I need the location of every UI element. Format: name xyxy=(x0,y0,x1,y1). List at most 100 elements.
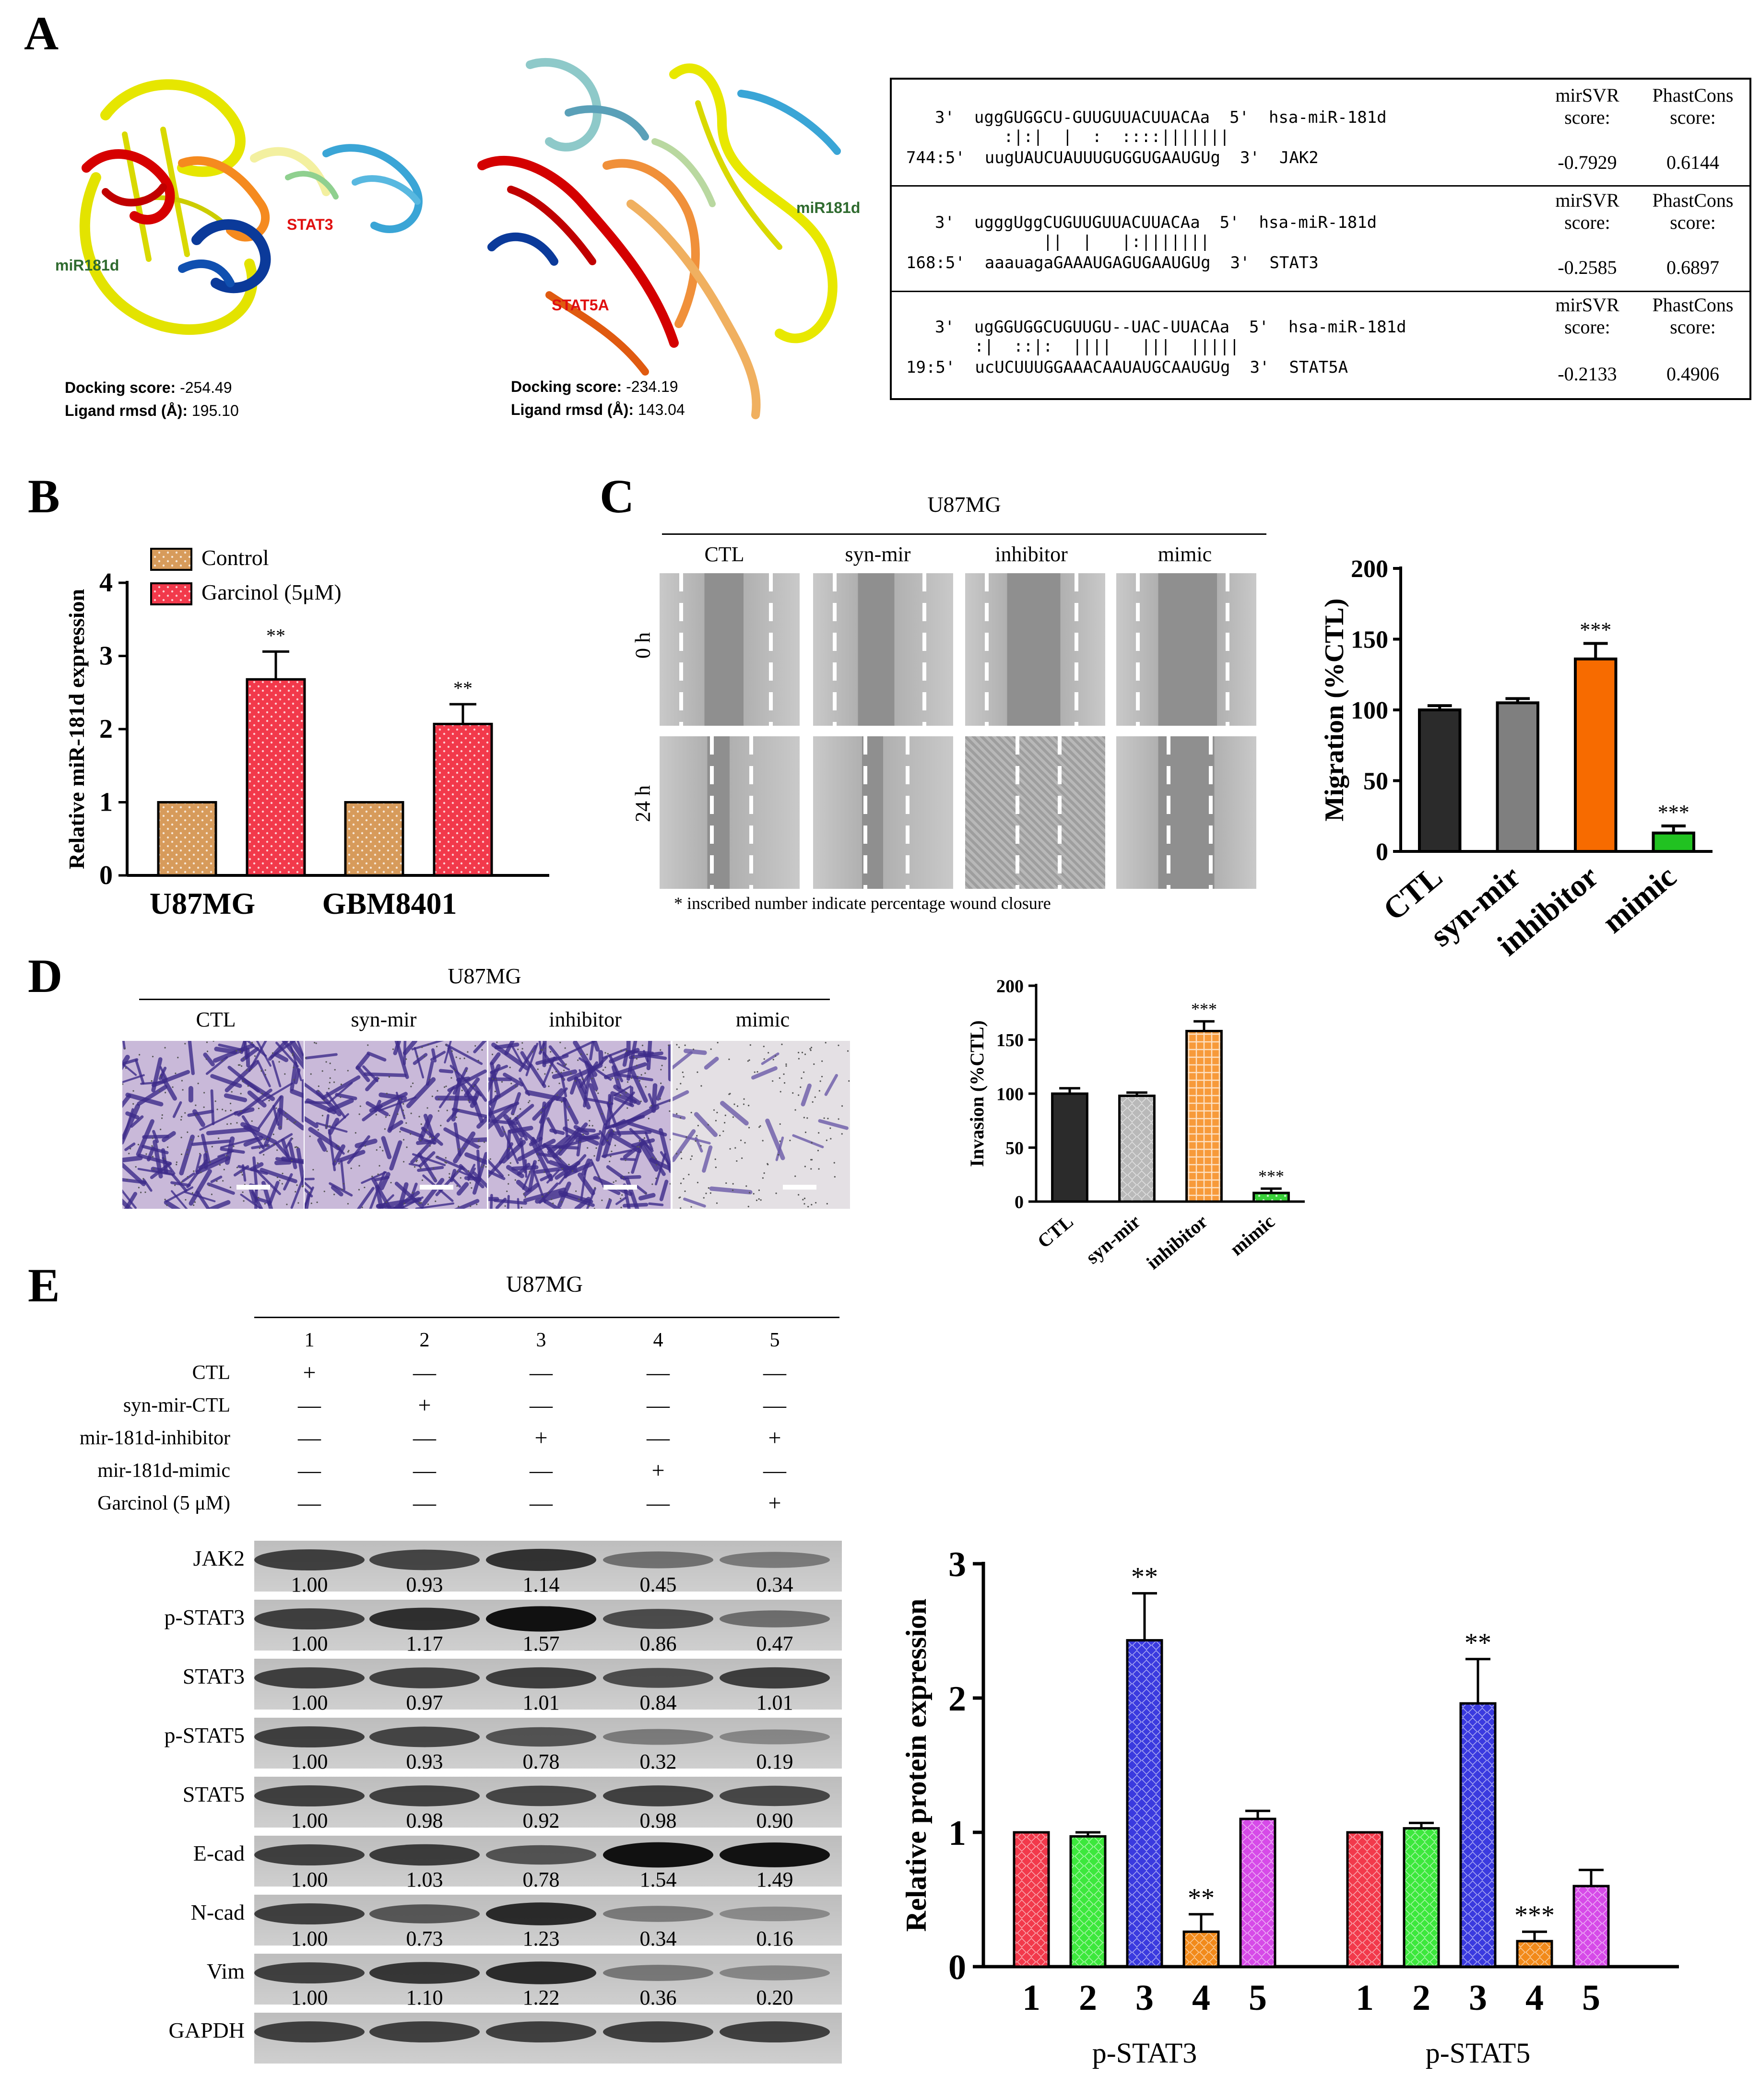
transwell-cells xyxy=(122,1041,304,1209)
docking-score-2: Docking score: -234.19 xyxy=(511,378,678,396)
lane-number: 4 xyxy=(653,1329,663,1351)
condition-syn-mir: syn-mir xyxy=(845,543,911,566)
blot-band xyxy=(369,1549,480,1570)
wound-footnote: * inscribed number indicate percentage w… xyxy=(674,894,1051,913)
y-tick-label: 3 xyxy=(948,1545,966,1584)
y-tick-label: 50 xyxy=(1005,1138,1024,1158)
blot-band xyxy=(254,1844,365,1865)
band-quantification: 0.19 xyxy=(756,1750,793,1773)
band-quantification: 0.16 xyxy=(756,1927,793,1950)
treatment-absent: — xyxy=(647,1392,670,1418)
blot-band xyxy=(720,2021,830,2042)
panel-e-header-rule xyxy=(254,1317,839,1318)
panel-label-c: C xyxy=(600,470,635,523)
wound-edge-marker xyxy=(1057,736,1062,889)
alignment-target-line: 168:5' aaauagaGAAAUGAGUGAAUGUg 3' STAT3 xyxy=(906,253,1319,272)
wound-image-ctl-24h xyxy=(660,736,800,889)
x-lane-label: 4 xyxy=(1525,1978,1544,2018)
blot-strip-vim xyxy=(254,1954,842,2005)
alignment-match-line: :|:| | : ::::||||||| xyxy=(935,127,1230,146)
stat5a-label: STAT5A xyxy=(552,296,609,314)
band-quantification: 1.00 xyxy=(291,1868,328,1891)
y-axis-label: Migration (%CTL) xyxy=(1320,598,1349,821)
blot-band xyxy=(254,1962,365,1983)
alignment-row-stat5a: 3' ugGGUGGCUGUUGU--UAC-UUACAa 5' hsa-miR… xyxy=(892,291,1749,398)
band-quantification: 0.93 xyxy=(406,1573,443,1596)
wound-image-mimic-24h xyxy=(1116,736,1256,889)
wound-edge-marker xyxy=(1016,736,1020,889)
lane-number: 5 xyxy=(769,1329,780,1351)
mirna-alignment-table: 3' uggGUGGCU-GUUGUUACUUACAa 5' hsa-miR-1… xyxy=(890,78,1751,400)
band-quantification: 1.57 xyxy=(522,1632,560,1655)
legend-label: Garcinol (5μM) xyxy=(201,580,342,604)
transwell-cells xyxy=(305,1041,487,1209)
wound-image-inhibitor-24h xyxy=(965,736,1105,889)
phastcons-header: PhastCons score: xyxy=(1652,189,1734,233)
treatment-absent: — xyxy=(298,1425,321,1451)
band-quantification: 1.01 xyxy=(522,1691,560,1714)
blot-band xyxy=(486,1606,596,1632)
band-quantification: 0.34 xyxy=(756,1573,793,1596)
panel-label-a: A xyxy=(24,7,59,60)
blot-protein-label: E-cad xyxy=(193,1841,245,1865)
x-category-label: GBM8401 xyxy=(322,886,457,920)
blot-strip-p-stat3 xyxy=(254,1600,842,1651)
band-quantification: 0.78 xyxy=(522,1868,560,1891)
blot-band xyxy=(486,1961,596,1984)
bar-p-stat3-lane-3 xyxy=(1126,1639,1163,1968)
band-quantification: 1.54 xyxy=(639,1868,677,1891)
blot-strip-stat3 xyxy=(254,1659,842,1710)
blot-band xyxy=(603,1729,713,1745)
band-quantification: 1.00 xyxy=(291,1750,328,1773)
blot-band xyxy=(603,2021,713,2042)
docking-model-stat3 xyxy=(38,58,470,384)
blot-protein-label: N-cad xyxy=(190,1900,245,1924)
mirsvr-header: mirSVR score: xyxy=(1555,294,1619,338)
mirsvr-score: -0.2133 xyxy=(1558,363,1617,385)
x-category-label: U87MG xyxy=(150,886,255,920)
wound-edge-marker xyxy=(905,736,910,889)
blot-band xyxy=(486,1845,596,1865)
band-quantification: 0.73 xyxy=(406,1927,443,1950)
transwell-image-mimic xyxy=(673,1041,850,1209)
band-quantification: 1.00 xyxy=(291,1573,328,1596)
x-lane-label: 1 xyxy=(1022,1978,1040,2018)
mirsvr-score: -0.2585 xyxy=(1558,257,1617,278)
bar-p-stat3-lane-5 xyxy=(1239,1817,1276,1968)
wound-edge-marker xyxy=(1074,573,1078,726)
wound-image-ctl-0h xyxy=(660,573,800,726)
panel-c-header-rule xyxy=(662,533,1266,535)
x-lane-label: 2 xyxy=(1412,1978,1430,2018)
blot-band xyxy=(254,1726,365,1747)
ligand-rmsd-1: Ligand rmsd (Å): 195.10 xyxy=(65,402,239,420)
blot-band xyxy=(603,1785,713,1806)
x-lane-label: 1 xyxy=(1356,1978,1374,2018)
docking-score-value: -234.19 xyxy=(626,378,678,395)
condition-mimic: mimic xyxy=(1158,543,1212,566)
wound-edge-marker xyxy=(768,573,773,726)
condition-inhibitor: inhibitor xyxy=(549,1008,622,1031)
treatment-absent: — xyxy=(647,1425,670,1451)
band-quantification: 0.92 xyxy=(522,1809,560,1832)
blot-band xyxy=(720,1965,830,1981)
blot-band xyxy=(486,1727,596,1747)
bar-inhibitor xyxy=(1574,657,1618,853)
blot-protein-label: p-STAT3 xyxy=(164,1605,245,1629)
blot-band xyxy=(254,1903,365,1924)
wound-edge-marker xyxy=(679,573,683,726)
docking-score-label: Docking score: xyxy=(65,379,176,396)
blot-strip-e-cad xyxy=(254,1836,842,1887)
y-tick-label: 0 xyxy=(1376,838,1388,866)
ligand-rmsd-value: 143.04 xyxy=(638,401,685,418)
blot-band xyxy=(603,1551,713,1569)
bar-u87mg-s1 xyxy=(246,678,306,877)
docking-model-stat3-image xyxy=(79,79,423,335)
lane-number: 1 xyxy=(304,1329,315,1351)
scale-bar xyxy=(420,1185,453,1190)
blot-band xyxy=(369,1785,480,1806)
bar-p-stat5-lane-1 xyxy=(1346,1831,1383,1968)
time-24h: 24 h xyxy=(631,785,655,822)
x-group-label: p-STAT3 xyxy=(1092,2037,1197,2069)
